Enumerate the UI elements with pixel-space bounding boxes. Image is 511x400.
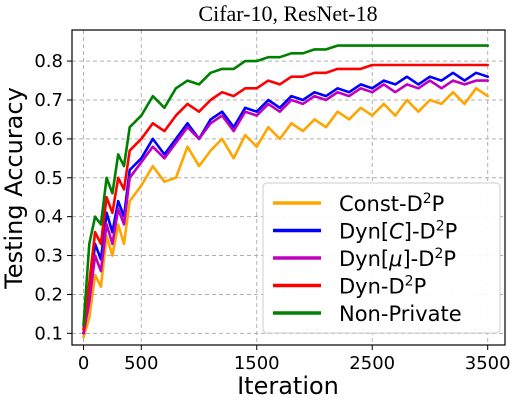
series-line-3 xyxy=(82,63,490,331)
legend-label-4: Non-Private xyxy=(339,302,462,326)
x-tick-label: 0 xyxy=(78,353,89,374)
y-tick-label: 0.6 xyxy=(34,129,63,150)
series-line-4 xyxy=(82,44,490,327)
legend-label-2: Dyn[μ]-D2P xyxy=(339,246,456,271)
y-tick-label: 0.2 xyxy=(34,284,63,305)
y-tick-label: 0.1 xyxy=(34,323,63,344)
series-line-1 xyxy=(82,71,490,335)
x-tick-label: 2500 xyxy=(349,353,395,374)
legend-label-0: Const-D2P xyxy=(339,191,444,216)
y-tick-label: 0.7 xyxy=(34,90,63,111)
x-tick-label: 1500 xyxy=(234,353,280,374)
legend-box xyxy=(262,182,501,334)
y-tick-label: 0.3 xyxy=(34,246,63,267)
x-tick-label: 500 xyxy=(124,353,158,374)
x-axis-label: Iteration xyxy=(237,372,339,400)
x-tick-label: 3500 xyxy=(465,353,511,374)
y-axis-label: Testing Accuracy xyxy=(0,87,28,290)
legend-label-1: Dyn[C]-D2P xyxy=(339,219,457,244)
y-tick-label: 0.4 xyxy=(34,207,63,228)
y-axis-ticks: 0.1 0.2 0.3 0.4 0.5 0.6 0.7 0.8 xyxy=(34,51,72,344)
y-tick-label: 0.5 xyxy=(34,168,63,189)
y-tick-label: 0.8 xyxy=(34,51,63,72)
chart-title: Cifar-10, ResNet-18 xyxy=(198,1,377,26)
series-line-0 xyxy=(82,87,490,339)
series-lines xyxy=(82,44,490,339)
series-line-2 xyxy=(82,79,490,335)
x-axis-ticks: 0 500 1500 2500 3500 xyxy=(78,345,511,374)
legend-label-3: Dyn-D2P xyxy=(339,274,426,299)
plot-frame xyxy=(71,29,506,346)
